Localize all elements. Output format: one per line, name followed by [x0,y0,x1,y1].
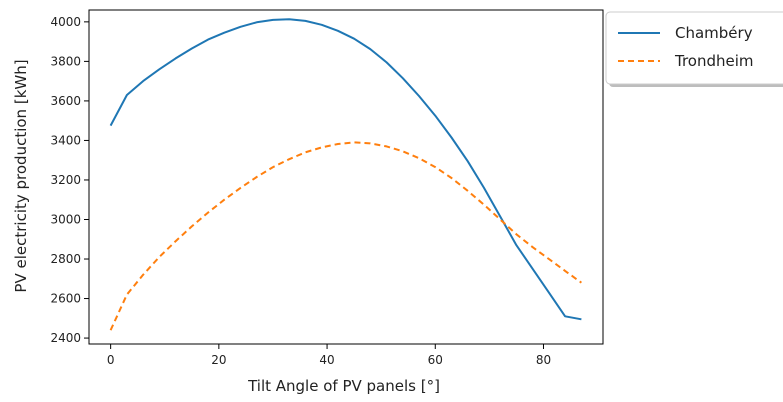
x-tick-label: 80 [536,353,551,367]
y-tick-label: 3800 [50,54,81,68]
legend: Chambéry Trondheim [605,11,783,87]
legend-label-chambery: Chambéry [675,24,753,42]
y-tick-label: 3400 [50,133,81,147]
y-tick-label: 4000 [50,15,81,29]
y-tick-label: 2400 [50,331,81,345]
y-tick-label: 3000 [50,212,81,226]
x-tick-label: 60 [428,353,443,367]
y-axis-ticks: 2400 2600 2800 3000 3200 3400 3600 3800 4000 [50,15,89,345]
y-tick-label: 3600 [50,94,81,108]
x-tick-label: 40 [319,353,334,367]
y-axis-label: PV electricity production [kWh] [12,59,30,292]
series-line-chamb-ry [109,18,582,321]
x-tick-label: 0 [107,353,115,367]
legend-box [605,11,783,85]
y-tick-label: 2600 [50,292,81,306]
axes-frame [88,9,604,345]
y-tick-label: 2800 [50,252,81,266]
x-axis-label: Tilt Angle of PV panels [°] [247,377,440,395]
x-axis-ticks: 0 20 40 60 80 [107,344,551,367]
y-tick-label: 3200 [50,173,81,187]
series-line-trondheim [109,141,582,331]
plot-area [88,9,604,345]
x-tick-label: 20 [211,353,226,367]
legend-label-trondheim: Trondheim [674,52,754,70]
